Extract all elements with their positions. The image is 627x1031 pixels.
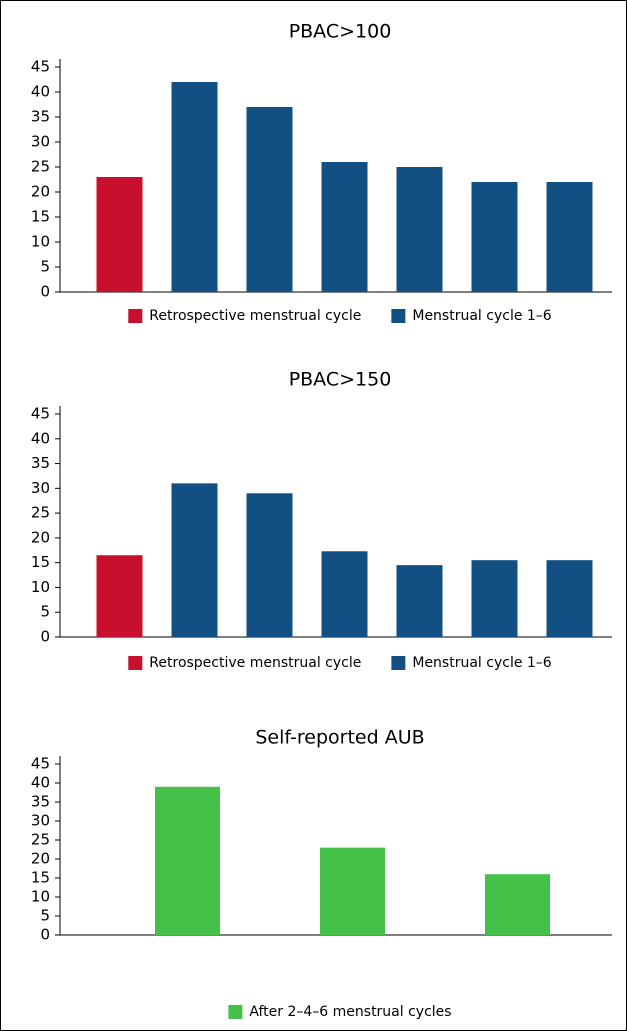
y-tick-label: 45: [31, 58, 50, 76]
y-tick-label: 35: [31, 108, 50, 126]
y-tick-label: 10: [31, 578, 50, 596]
y-tick-label: 30: [31, 133, 50, 151]
bar: [321, 551, 368, 637]
y-tick-label: 15: [31, 208, 50, 226]
bar: [471, 182, 518, 292]
y-tick-label: 20: [31, 850, 50, 868]
chart-title: PBAC>100: [289, 21, 392, 43]
y-tick-label: 5: [40, 907, 50, 925]
y-tick-label: 40: [31, 83, 50, 101]
bar: [320, 847, 385, 935]
chart-title: Self-reported AUB: [255, 727, 424, 749]
y-tick-label: 30: [31, 479, 50, 497]
y-tick-label: 10: [31, 888, 50, 906]
y-tick-label: 30: [31, 812, 50, 830]
y-tick-label: 20: [31, 528, 50, 546]
y-tick-label: 45: [31, 755, 50, 773]
bar: [246, 493, 293, 637]
bar: [396, 167, 443, 292]
y-tick-label: 25: [31, 831, 50, 849]
y-tick-label: 10: [31, 233, 50, 251]
legend: Retrospective menstrual cycle Menstrual c…: [128, 655, 552, 671]
bar: [546, 560, 593, 637]
y-tick-label: 25: [31, 158, 50, 176]
legend-swatch: [228, 1005, 243, 1019]
legend-label: Menstrual cycle 1–6: [412, 655, 551, 671]
y-tick-label: 0: [40, 926, 50, 944]
y-tick-label: 40: [31, 774, 50, 792]
y-tick-label: 35: [31, 454, 50, 472]
legend: After 2–4–6 menstrual cycles: [228, 1004, 452, 1020]
bar: [396, 565, 443, 637]
y-tick-label: 0: [40, 628, 50, 646]
bar: [155, 786, 220, 935]
chart-title: PBAC>150: [289, 369, 392, 391]
bar: [246, 107, 293, 292]
legend-swatch: [128, 656, 143, 670]
bar: [96, 555, 143, 637]
bar: [321, 162, 368, 292]
bar: [471, 560, 518, 637]
y-tick-label: 5: [40, 603, 50, 621]
legend-label: Retrospective menstrual cycle: [149, 308, 361, 324]
y-tick-label: 15: [31, 869, 50, 887]
y-tick-label: 25: [31, 504, 50, 522]
y-tick-label: 5: [40, 258, 50, 276]
legend-swatch: [128, 309, 143, 323]
bar: [485, 874, 550, 935]
bar: [546, 182, 593, 292]
legend-label: After 2–4–6 menstrual cycles: [249, 1004, 451, 1020]
y-tick-label: 45: [31, 405, 50, 423]
bar: [171, 82, 218, 292]
bar: [171, 483, 218, 637]
y-tick-label: 35: [31, 793, 50, 811]
y-tick-label: 40: [31, 429, 50, 447]
bar: [96, 177, 143, 292]
legend-swatch: [391, 309, 406, 323]
legend-label: Menstrual cycle 1–6: [412, 308, 551, 324]
y-tick-label: 15: [31, 553, 50, 571]
legend-swatch: [391, 656, 406, 670]
y-tick-label: 20: [31, 183, 50, 201]
legend-label: Retrospective menstrual cycle: [149, 655, 361, 671]
y-tick-label: 0: [40, 283, 50, 301]
legend: Retrospective menstrual cycle Menstrual c…: [128, 308, 552, 324]
